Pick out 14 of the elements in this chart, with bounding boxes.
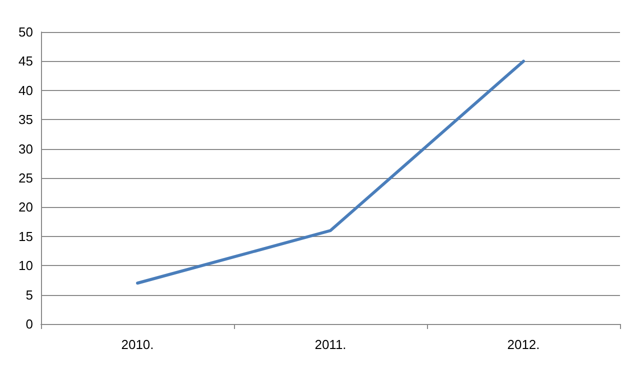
y-tick-label: 40: [18, 82, 33, 98]
y-tick-label: 10: [18, 258, 33, 274]
x-tick-label: 2011.: [314, 337, 346, 352]
y-tick-label: 45: [18, 54, 33, 69]
y-tick-label: 20: [18, 200, 33, 215]
x-tick-label: 2012.: [507, 337, 540, 352]
y-tick-label: 15: [18, 228, 33, 244]
x-tick-label: 2010.: [121, 337, 154, 352]
y-tick-label: 0: [26, 316, 33, 332]
y-tick-label: 50: [18, 24, 33, 40]
y-tick-label: 5: [26, 287, 33, 302]
y-tick-label: 30: [18, 141, 33, 156]
y-tick-label: 35: [18, 112, 33, 128]
y-tick-label: 25: [18, 170, 33, 186]
